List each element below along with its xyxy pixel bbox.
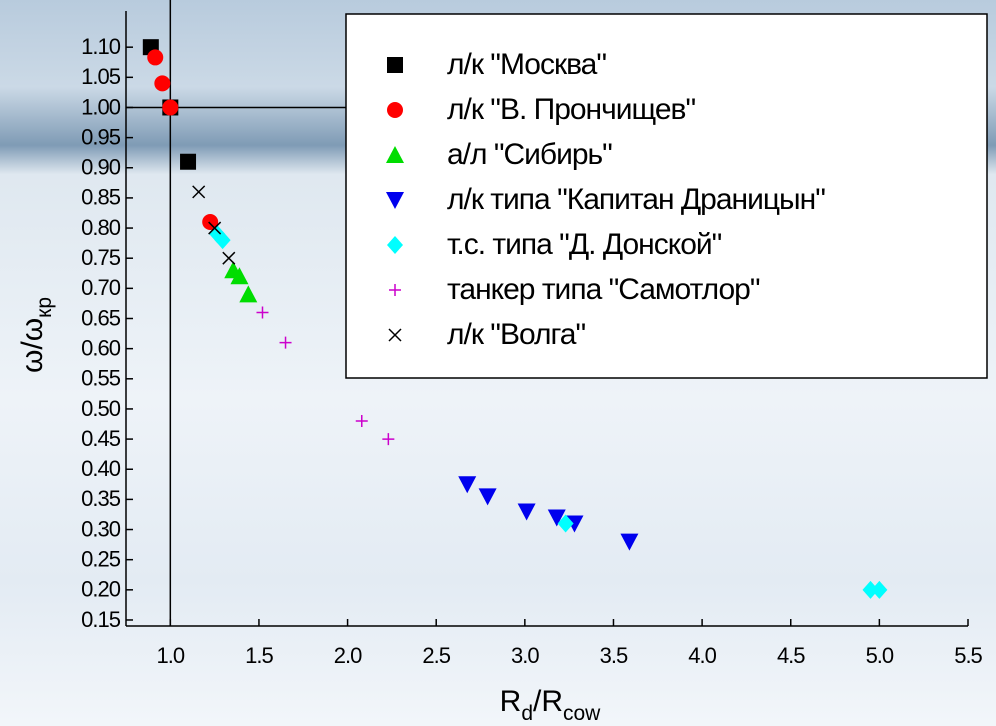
marker — [382, 433, 395, 446]
marker — [214, 231, 231, 250]
legend-marker — [387, 57, 403, 73]
marker — [355, 415, 368, 427]
y-tick-label: 0.20 — [81, 577, 121, 602]
axis-label-part: ω/ω — [16, 318, 49, 373]
marker — [256, 306, 269, 319]
marker — [862, 580, 879, 599]
y-tick-label: 0.65 — [81, 305, 121, 330]
axis-label-part: cow — [563, 702, 601, 725]
marker — [154, 75, 171, 92]
marker — [557, 514, 574, 533]
y-tick-label: 0.35 — [81, 486, 121, 511]
y-tick-label: 0.40 — [81, 456, 121, 481]
legend-marker — [386, 192, 404, 209]
marker — [239, 285, 258, 303]
legend-marker — [386, 146, 404, 163]
y-tick-label: 1.00 — [81, 94, 121, 119]
legend-marker — [387, 236, 403, 254]
y-tick-label: 0.70 — [81, 275, 121, 300]
y-tick-label: 0.85 — [81, 185, 121, 210]
legend-label: а/л "Сибирь" — [447, 138, 612, 171]
marker — [222, 251, 236, 265]
marker — [230, 267, 249, 285]
y-tick-label: 0.30 — [81, 516, 121, 541]
marker — [478, 488, 497, 506]
axis-label-part: кр — [33, 297, 56, 318]
marker — [208, 221, 222, 235]
y-tick-label: 0.45 — [81, 426, 121, 451]
marker — [162, 99, 179, 116]
marker — [458, 476, 477, 494]
x-tick-label: 3.0 — [511, 643, 539, 668]
x-tick-label: 2.5 — [422, 643, 450, 668]
y-tick-label: 0.80 — [81, 215, 121, 240]
marker — [547, 509, 566, 527]
axis-label-part: /R — [533, 685, 563, 718]
legend-label: л/к "Москва" — [447, 48, 606, 81]
legend-label: танкер типа "Самотлор" — [447, 273, 760, 306]
x-tick-label: 1.0 — [157, 643, 185, 668]
legend-marker — [388, 328, 402, 342]
legend-label: л/к типа "Капитан Драницын" — [447, 183, 825, 216]
legend-marker — [389, 284, 401, 296]
axis-label: Rd/Rcow — [500, 685, 602, 725]
y-tick-label: 0.25 — [81, 546, 121, 571]
y-tick-label: 0.15 — [81, 607, 121, 632]
marker — [180, 153, 197, 170]
marker — [202, 214, 219, 231]
x-tick-label: 4.5 — [777, 643, 805, 668]
marker — [192, 185, 206, 199]
y-tick-label: 0.90 — [81, 155, 121, 180]
y-tick-label: 0.55 — [81, 366, 121, 391]
marker — [147, 49, 164, 66]
x-tick-label: 5.0 — [866, 643, 894, 668]
axis-label: ω/ωкр — [16, 297, 56, 373]
marker — [517, 503, 536, 521]
x-tick-label: 2.0 — [334, 643, 362, 668]
x-tick-label: 3.5 — [600, 643, 628, 668]
marker — [279, 336, 292, 349]
y-tick-label: 0.60 — [81, 335, 121, 360]
axis-label-part: R — [500, 685, 522, 718]
y-tick-label: 0.95 — [81, 124, 121, 149]
legend-label: л/к "В. Прончищев" — [447, 93, 695, 126]
y-tick-label: 1.10 — [81, 34, 121, 59]
marker — [620, 533, 639, 551]
legend-box — [345, 13, 988, 379]
legend-marker — [387, 102, 403, 118]
y-tick-label: 0.75 — [81, 245, 121, 270]
y-tick-label: 1.05 — [81, 64, 121, 89]
marker — [871, 580, 888, 599]
x-tick-label: 1.5 — [245, 643, 273, 668]
axis-label-part: d — [521, 702, 533, 725]
x-tick-label: 4.0 — [688, 643, 716, 668]
y-tick-label: 0.50 — [81, 396, 121, 421]
legend-label: т.с. типа "Д. Донской" — [447, 228, 722, 261]
legend-label: л/к "Волга" — [447, 318, 585, 351]
x-tick-label: 5.5 — [954, 643, 982, 668]
